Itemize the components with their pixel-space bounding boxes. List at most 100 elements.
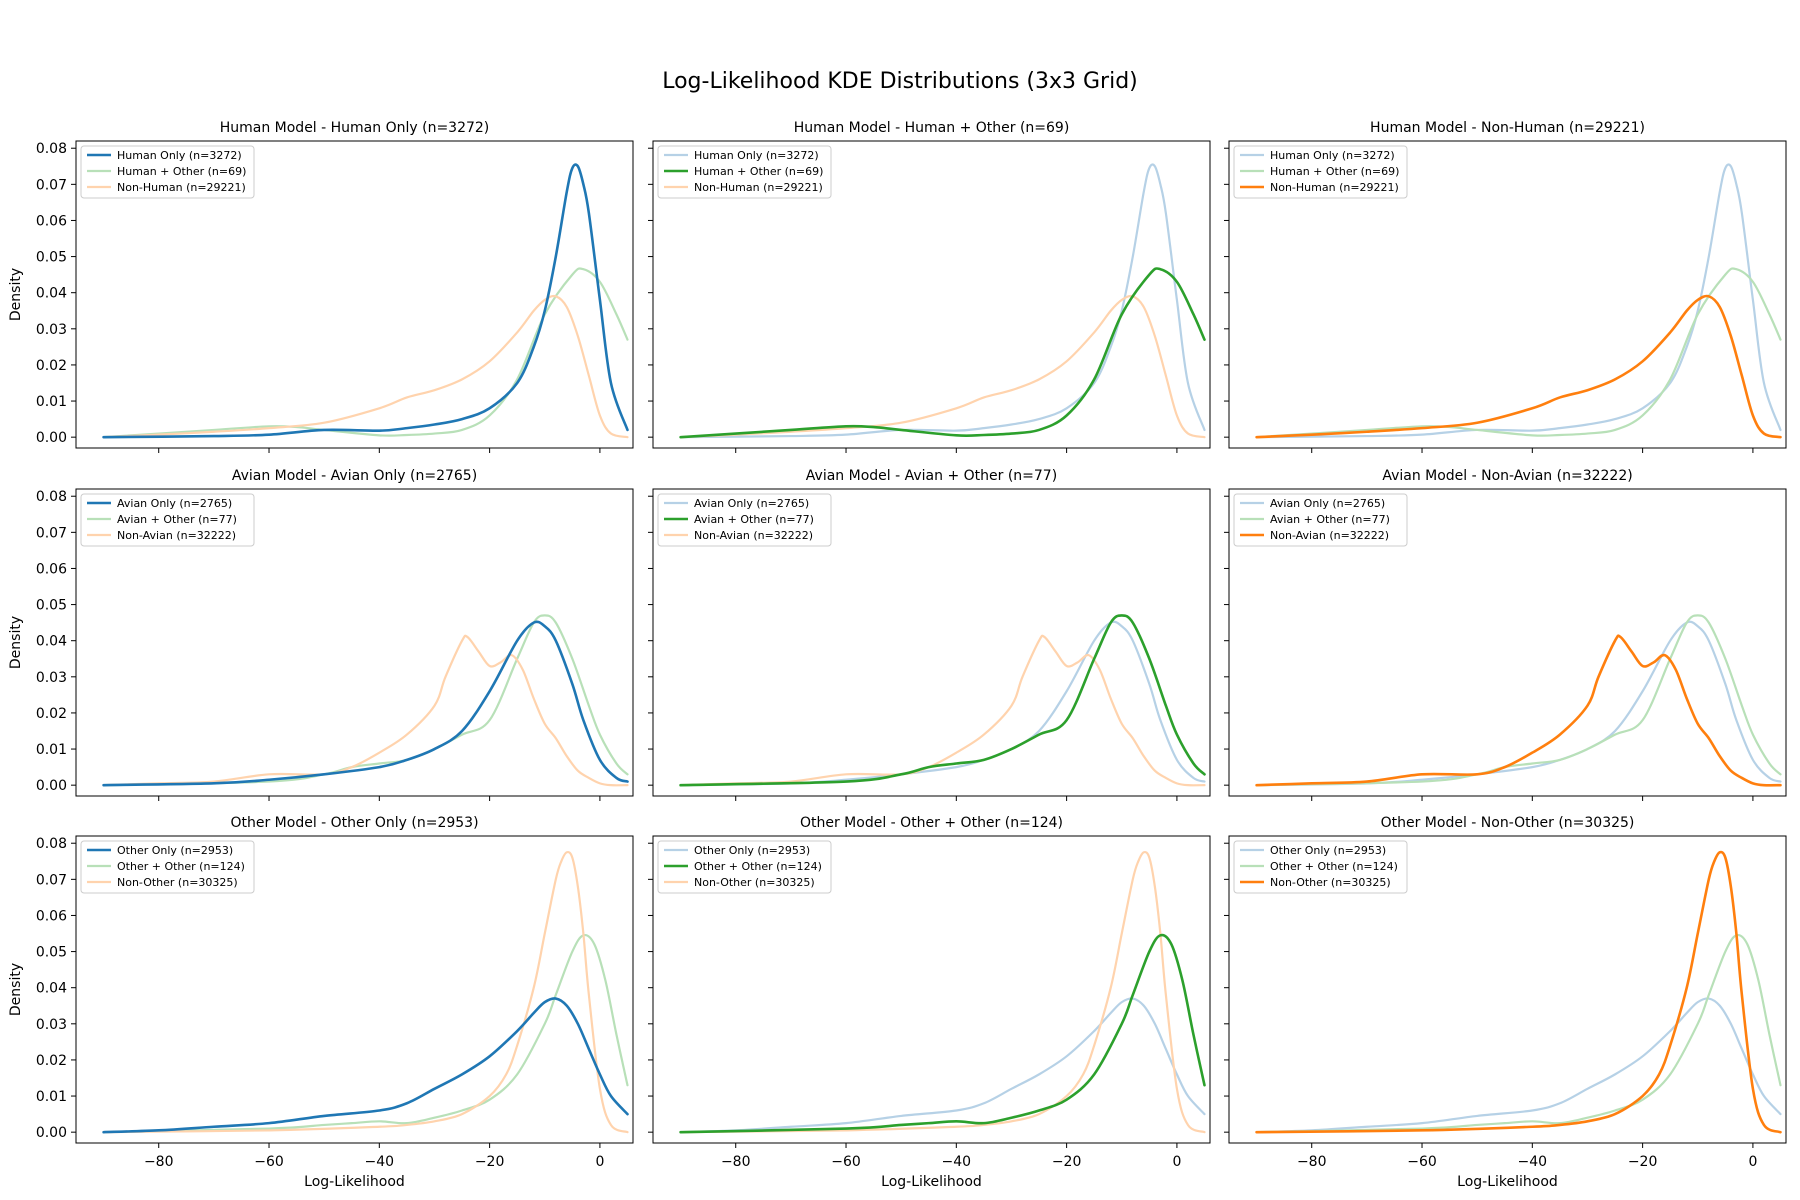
series-lines: [102, 850, 629, 1134]
legend: Other Only (n=2953) Other + Other (n=124)…: [1233, 840, 1408, 894]
x-tick-label: −60: [1407, 1154, 1437, 1170]
y-tick-label: 0.01: [36, 742, 67, 758]
y-tick-label: 0.06: [36, 213, 67, 229]
legend-label: Other Only (n=2953): [117, 844, 233, 857]
x-tick-label: −60: [254, 1154, 284, 1170]
series-line-non: [1255, 294, 1782, 439]
figure-title: Log-Likelihood KDE Distributions (3x3 Gr…: [662, 69, 1138, 94]
legend-label: Other Only (n=2953): [1270, 844, 1386, 857]
axes-frame: [75, 140, 634, 449]
x-tick-label: −20: [475, 1154, 505, 1170]
y-tick-label: 0.04: [36, 634, 67, 650]
legend-box: [657, 493, 832, 547]
legend-label: Non-Avian (n=32222): [117, 529, 236, 542]
axes-frame: [652, 488, 1211, 797]
series-line-only: [102, 997, 629, 1134]
axes-frame: [1228, 488, 1787, 797]
legend-label: Avian Only (n=2765): [117, 497, 232, 510]
x-tick-label: 0: [1748, 1154, 1757, 1170]
legend-label: Human Only (n=3272): [1270, 149, 1395, 162]
subplot-7: Other Model - Other Only (n=2953) −80 −60 −…: [8, 815, 634, 1190]
legend-label: Non-Other (n=30325): [117, 876, 238, 889]
subplot-title: Human Model - Human Only (n=3272): [220, 120, 490, 136]
x-tick-label: −40: [365, 1154, 395, 1170]
subplot-title: Avian Model - Non-Avian (n=32222): [1382, 468, 1632, 484]
x-tick-label: −20: [1628, 1154, 1658, 1170]
y-tick-label: 0.05: [36, 250, 67, 266]
legend-label: Human Only (n=3272): [694, 149, 819, 162]
legend-label: Non-Avian (n=32222): [694, 529, 813, 542]
x-axis-label: Log-Likelihood: [304, 1174, 405, 1190]
legend-label: Avian + Other (n=77): [117, 513, 237, 526]
x-tick-label: −80: [721, 1154, 751, 1170]
series-lines: [679, 850, 1206, 1134]
subplot-title: Human Model - Non-Human (n=29221): [1370, 120, 1645, 136]
subplot-8: Other Model - Other + Other (n=124) −80 −6…: [648, 815, 1211, 1190]
subplot-grid: Human Model - Human Only (n=3272) 0.00 0.0…: [8, 120, 1787, 1190]
series-line-non: [679, 634, 1206, 787]
series-lines: [679, 614, 1206, 787]
legend-label: Human Only (n=3272): [117, 149, 242, 162]
y-axis-label: Density: [8, 268, 24, 321]
subplot-title: Other Model - Other Only (n=2953): [230, 815, 478, 831]
series-line-plus: [679, 614, 1206, 787]
x-axis-label: Log-Likelihood: [881, 1174, 982, 1190]
axes-frame: [652, 140, 1211, 449]
subplot-2: Human Model - Human + Other (n=69) Human …: [648, 120, 1211, 453]
legend-label: Other Only (n=2953): [694, 844, 810, 857]
y-tick-label: 0.00: [36, 778, 67, 794]
series-line-non: [102, 634, 629, 787]
y-tick-label: 0.02: [36, 358, 67, 374]
y-tick-label: 0.04: [36, 286, 67, 302]
series-line-only: [102, 163, 629, 439]
series-line-non: [102, 850, 629, 1134]
x-tick-label: −40: [942, 1154, 972, 1170]
legend-label: Non-Human (n=29221): [694, 181, 823, 194]
series-line-non: [679, 294, 1206, 439]
axes-frame: [1228, 835, 1787, 1144]
legend: Human Only (n=3272) Human + Other (n=69) N…: [657, 145, 832, 199]
legend: Avian Only (n=2765) Avian + Other (n=77) N…: [657, 493, 832, 547]
legend-label: Non-Other (n=30325): [1270, 876, 1391, 889]
series-lines: [1255, 850, 1782, 1134]
legend: Avian Only (n=2765) Avian + Other (n=77) N…: [80, 493, 255, 547]
subplot-title: Avian Model - Avian Only (n=2765): [232, 468, 477, 484]
legend-label: Non-Human (n=29221): [1270, 181, 1399, 194]
legend-box: [1233, 840, 1408, 894]
axes-frame: [75, 488, 634, 797]
legend-label: Avian + Other (n=77): [1270, 513, 1390, 526]
series-lines: [102, 614, 629, 787]
x-tick-label: −80: [144, 1154, 174, 1170]
legend-label: Non-Human (n=29221): [117, 181, 246, 194]
legend-label: Human + Other (n=69): [117, 165, 246, 178]
legend: Human Only (n=3272) Human + Other (n=69) N…: [1233, 145, 1408, 199]
legend-label: Human + Other (n=69): [694, 165, 823, 178]
legend-label: Other + Other (n=124): [1270, 860, 1398, 873]
subplot-3: Human Model - Non-Human (n=29221) Human O…: [1224, 120, 1787, 453]
legend-box: [657, 840, 832, 894]
series-lines: [1255, 614, 1782, 787]
series-line-only: [102, 620, 629, 787]
x-tick-label: 0: [1172, 1154, 1181, 1170]
legend-label: Other + Other (n=124): [694, 860, 822, 873]
legend-label: Other + Other (n=124): [117, 860, 245, 873]
legend-label: Human + Other (n=69): [1270, 165, 1399, 178]
subplot-4: Avian Model - Avian Only (n=2765) 0.00 0.0…: [8, 468, 634, 801]
y-tick-label: 0.00: [36, 430, 67, 446]
y-tick-label: 0.06: [36, 561, 67, 577]
legend-box: [657, 145, 832, 199]
y-tick-label: 0.05: [36, 598, 67, 614]
y-tick-label: 0.08: [36, 141, 67, 157]
y-tick-label: 0.03: [36, 322, 67, 338]
y-tick-label: 0.08: [36, 836, 67, 852]
subplot-title: Human Model - Human + Other (n=69): [794, 120, 1070, 136]
series-line-non: [1255, 634, 1782, 787]
y-tick-label: 0.04: [36, 981, 67, 997]
y-tick-label: 0.08: [36, 489, 67, 505]
y-tick-label: 0.00: [36, 1125, 67, 1141]
y-axis-label: Density: [8, 616, 24, 669]
y-axis-label: Density: [8, 963, 24, 1016]
series-line-plus: [102, 933, 629, 1134]
subplot-title: Other Model - Other + Other (n=124): [800, 815, 1063, 831]
